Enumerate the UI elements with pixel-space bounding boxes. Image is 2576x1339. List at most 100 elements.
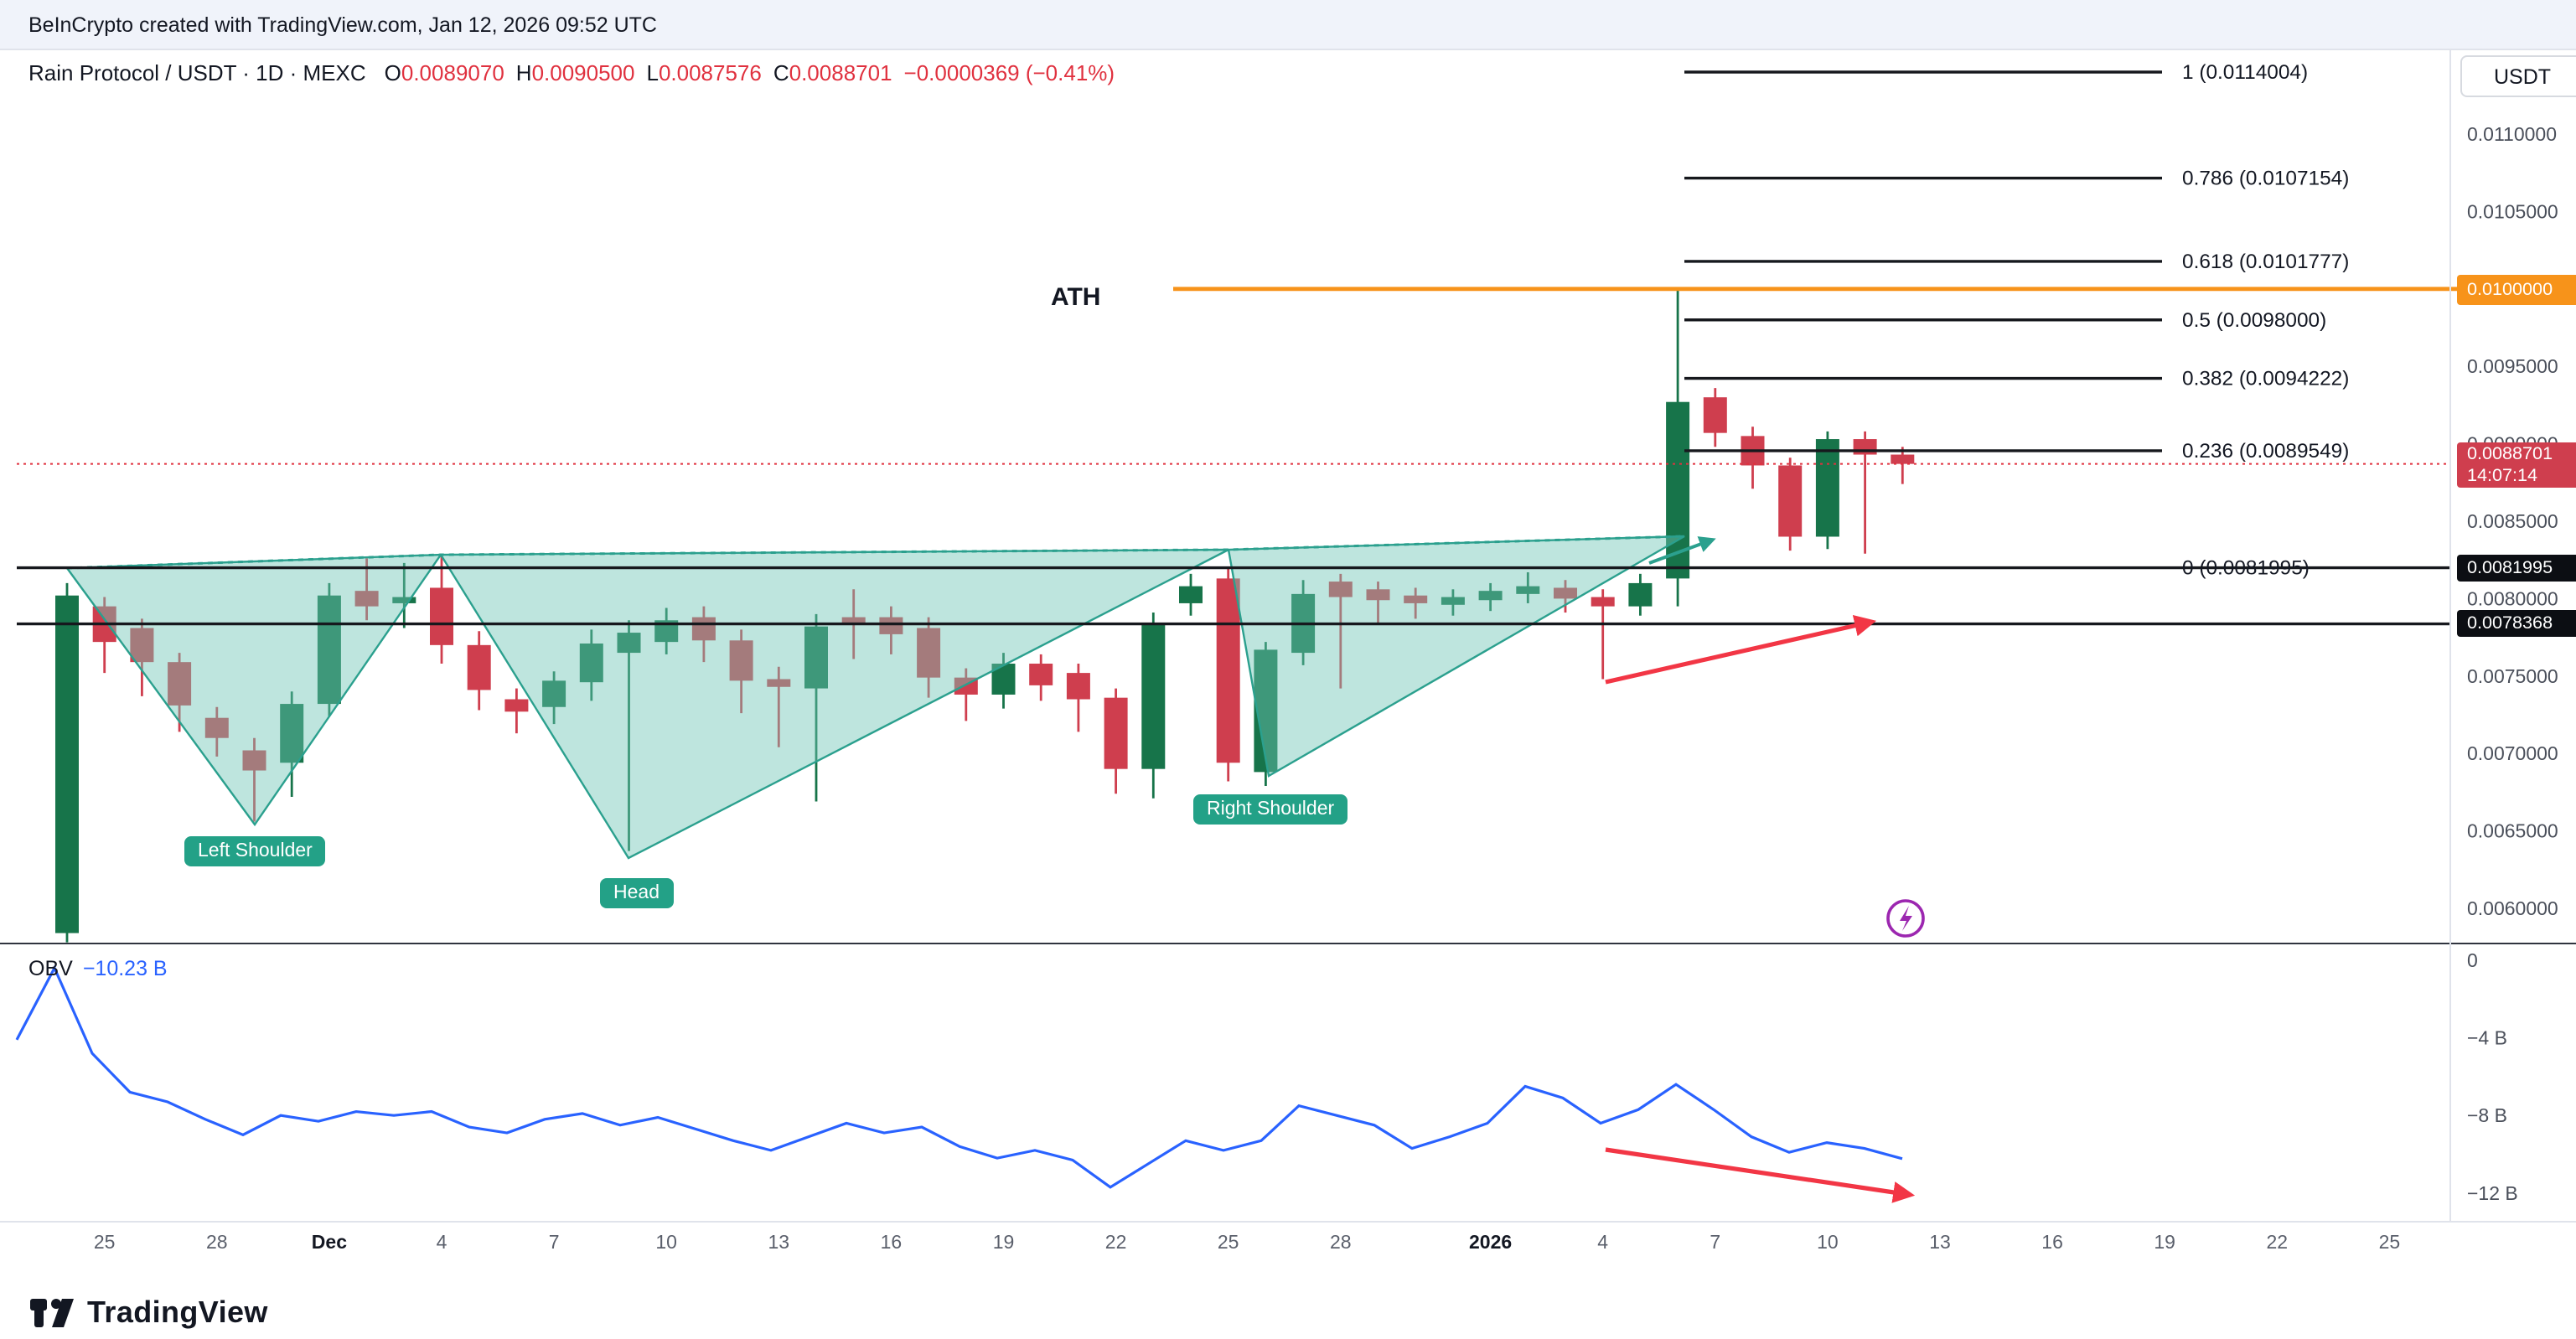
tradingview-logo-text: TradingView — [87, 1295, 268, 1328]
candlestick — [767, 666, 791, 747]
obv-axis-label: 0 — [2467, 949, 2478, 971]
obv-axis-label: −12 B — [2467, 1182, 2518, 1204]
time-axis-label: 16 — [881, 1231, 903, 1253]
attribution-bar: BeInCrypto created with TradingView.com,… — [0, 0, 2576, 50]
candlestick — [1778, 458, 1803, 551]
candlestick — [55, 582, 79, 943]
candlestick — [879, 606, 903, 654]
ohlc-low: L 0.0087576 — [646, 60, 762, 85]
time-axis-label: 10 — [1817, 1231, 1839, 1253]
time-axis-label: 25 — [2379, 1231, 2401, 1253]
attribution-text: BeInCrypto created with TradingView.com,… — [28, 13, 657, 36]
symbol-title[interactable]: Rain Protocol / USDT · 1D · MEXC — [28, 60, 366, 85]
fib-label: 0.618 (0.0101777) — [2182, 251, 2349, 273]
price-axis-label: 0.0085000 — [2467, 510, 2558, 532]
price-trend-arrow — [1605, 614, 1877, 685]
candlestick — [242, 737, 266, 822]
support-price-badge-1: 0.0081995 — [2457, 555, 2576, 582]
candlestick — [729, 629, 753, 714]
time-axis-label: Dec — [312, 1231, 347, 1253]
fib-label: 0.382 (0.0094222) — [2182, 368, 2349, 390]
candlestick — [1328, 573, 1353, 689]
obv-axis-label: −8 B — [2467, 1104, 2507, 1126]
fib-label: 1 (0.0114004) — [2182, 61, 2308, 84]
currency-toggle-button[interactable]: USDT — [2460, 55, 2576, 97]
candlestick — [1216, 567, 1240, 782]
candlestick — [280, 691, 304, 797]
time-axis-label: 4 — [437, 1231, 447, 1253]
support-price-badge-2: 0.0078368 — [2457, 610, 2576, 637]
candlestick — [1591, 589, 1615, 680]
breakout-arrow — [1648, 536, 1716, 565]
candlestick — [168, 653, 192, 732]
right-shoulder-label: Right Shoulder — [1193, 794, 1348, 825]
candlestick — [1666, 288, 1690, 607]
candlestick — [1104, 688, 1128, 794]
time-axis-label: 2026 — [1469, 1231, 1512, 1253]
candlestick — [1478, 582, 1503, 612]
price-axis-label: 0.0095000 — [2467, 355, 2558, 377]
time-axis-label: 13 — [768, 1231, 790, 1253]
candlestick — [1741, 427, 1765, 489]
candlestick — [542, 671, 566, 725]
price-axis-label: 0.0105000 — [2467, 200, 2558, 222]
time-axis-label: 22 — [2267, 1231, 2289, 1253]
fib-label: 0.5 (0.0098000) — [2182, 309, 2326, 332]
fib-label: 0.786 (0.0107154) — [2182, 168, 2349, 190]
symbol-title-row: Rain Protocol / USDT · 1D · MEXC O 0.0089… — [28, 60, 1115, 85]
candlestick — [1891, 447, 1915, 484]
candlestick — [204, 706, 229, 757]
left-shoulder-label: Left Shoulder — [184, 836, 326, 866]
flash-icon — [1886, 899, 1925, 938]
time-axis-label: 16 — [2041, 1231, 2063, 1253]
obv-value: −10.23 B — [82, 957, 168, 980]
obv-axis-label: −4 B — [2467, 1027, 2507, 1049]
candlestick — [1703, 388, 1727, 447]
candlestick — [504, 688, 529, 734]
time-axis-label: 25 — [1218, 1231, 1239, 1253]
last-price-badge: 0.0088701 14:07:14 — [2457, 442, 2576, 488]
price-axis-label: 0.0110000 — [2467, 123, 2557, 145]
time-axis-label: 19 — [993, 1231, 1015, 1253]
candlestick — [1441, 589, 1465, 616]
tradingview-logo-icon — [30, 1299, 74, 1327]
price-axis-label: 0.0080000 — [2467, 587, 2558, 609]
candlestick — [467, 631, 491, 711]
candlestick — [1628, 573, 1653, 616]
time-axis-label: 22 — [1105, 1231, 1127, 1253]
ath-price-badge: 0.0100000 — [2457, 275, 2576, 305]
candlestick — [991, 653, 1016, 709]
price-axis-label: 0.0070000 — [2467, 742, 2558, 764]
candlestick — [392, 562, 416, 628]
time-axis-label: 13 — [1929, 1231, 1951, 1253]
candlestick — [917, 617, 941, 698]
candlestick — [1029, 654, 1053, 701]
candlestick — [1179, 573, 1203, 616]
time-axis-label: 7 — [549, 1231, 560, 1253]
time-axis-label: 10 — [655, 1231, 677, 1253]
fib-label: 0.236 (0.0089549) — [2182, 440, 2349, 463]
obv-label: OBV — [28, 957, 73, 980]
head-label: Head — [600, 878, 673, 908]
obv-indicator-row[interactable]: OBV −10.23 B — [28, 957, 168, 980]
price-axis-label: 0.0060000 — [2467, 897, 2558, 919]
obv-trend-arrow — [1605, 1147, 1916, 1203]
candlestick — [1815, 431, 1839, 550]
candlestick — [1516, 571, 1540, 603]
candlestick — [579, 629, 603, 701]
time-axis-label: 28 — [1330, 1231, 1352, 1253]
time-axis-label: 25 — [94, 1231, 116, 1253]
change-value: −0.0000369 (−0.41%) — [903, 60, 1115, 85]
tradingview-logo[interactable]: TradingView — [30, 1292, 268, 1332]
candlestick — [130, 618, 154, 696]
candlestick — [617, 620, 641, 851]
ohlc-high: H 0.0090500 — [515, 60, 635, 85]
time-axis-label: 28 — [206, 1231, 228, 1253]
ohlc-close: C 0.0088701 — [773, 60, 892, 85]
candlestick — [1554, 580, 1577, 613]
head-shoulders-pattern — [65, 535, 1716, 860]
time-axis-label: 7 — [1710, 1231, 1720, 1253]
obv-line — [15, 964, 1903, 1189]
